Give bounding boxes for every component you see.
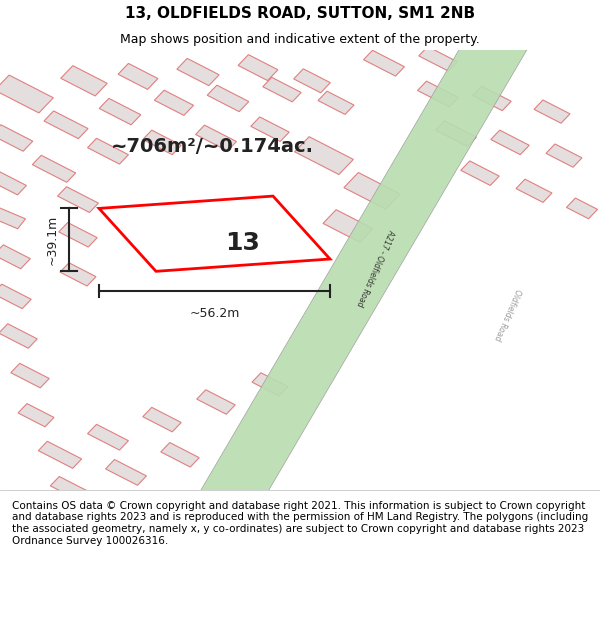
Polygon shape: [99, 196, 330, 271]
Polygon shape: [38, 441, 82, 468]
Polygon shape: [18, 404, 54, 427]
Polygon shape: [546, 144, 582, 168]
Polygon shape: [88, 424, 128, 450]
Polygon shape: [60, 262, 96, 286]
Polygon shape: [0, 75, 53, 113]
Text: ~39.1m: ~39.1m: [45, 215, 58, 265]
Polygon shape: [473, 86, 511, 111]
Polygon shape: [44, 111, 88, 139]
Text: Contains OS data © Crown copyright and database right 2021. This information is : Contains OS data © Crown copyright and d…: [12, 501, 588, 546]
Polygon shape: [154, 90, 194, 116]
Polygon shape: [0, 284, 31, 309]
Polygon shape: [177, 58, 219, 86]
Polygon shape: [323, 210, 373, 242]
Polygon shape: [436, 121, 476, 146]
Polygon shape: [11, 363, 49, 388]
Polygon shape: [263, 78, 301, 102]
Polygon shape: [0, 206, 25, 229]
Polygon shape: [50, 476, 94, 504]
Polygon shape: [491, 130, 529, 154]
Polygon shape: [106, 459, 146, 485]
Polygon shape: [344, 173, 400, 209]
Polygon shape: [32, 155, 76, 182]
Polygon shape: [293, 69, 331, 92]
Text: 13, OLDFIELDS ROAD, SUTTON, SM1 2NB: 13, OLDFIELDS ROAD, SUTTON, SM1 2NB: [125, 6, 475, 21]
Polygon shape: [318, 91, 354, 114]
Polygon shape: [118, 63, 158, 89]
Polygon shape: [238, 54, 278, 81]
Polygon shape: [364, 50, 404, 76]
Polygon shape: [143, 130, 181, 154]
Polygon shape: [252, 372, 288, 396]
Polygon shape: [99, 98, 141, 125]
Polygon shape: [295, 137, 353, 174]
Polygon shape: [161, 442, 199, 467]
Polygon shape: [251, 117, 289, 141]
Polygon shape: [0, 324, 37, 348]
Polygon shape: [566, 198, 598, 219]
Polygon shape: [143, 408, 181, 432]
Polygon shape: [461, 161, 499, 186]
Text: 13: 13: [226, 231, 260, 255]
Text: A217 - Oldfields Road: A217 - Oldfields Road: [355, 228, 395, 308]
Text: Map shows position and indicative extent of the property.: Map shows position and indicative extent…: [120, 32, 480, 46]
Polygon shape: [88, 138, 128, 164]
Polygon shape: [197, 390, 235, 414]
Text: ~706m²/~0.174ac.: ~706m²/~0.174ac.: [111, 138, 314, 156]
Text: Oldfields Road: Oldfields Road: [492, 287, 522, 341]
Polygon shape: [534, 100, 570, 123]
Polygon shape: [0, 245, 31, 269]
Polygon shape: [207, 85, 249, 112]
Polygon shape: [58, 187, 98, 213]
Polygon shape: [0, 125, 33, 151]
Polygon shape: [516, 179, 552, 203]
Polygon shape: [418, 81, 458, 107]
Polygon shape: [0, 169, 26, 195]
Polygon shape: [61, 66, 107, 96]
Polygon shape: [196, 125, 236, 151]
Polygon shape: [59, 222, 97, 247]
Polygon shape: [419, 46, 457, 71]
Text: ~56.2m: ~56.2m: [190, 306, 239, 319]
Polygon shape: [193, 32, 527, 521]
